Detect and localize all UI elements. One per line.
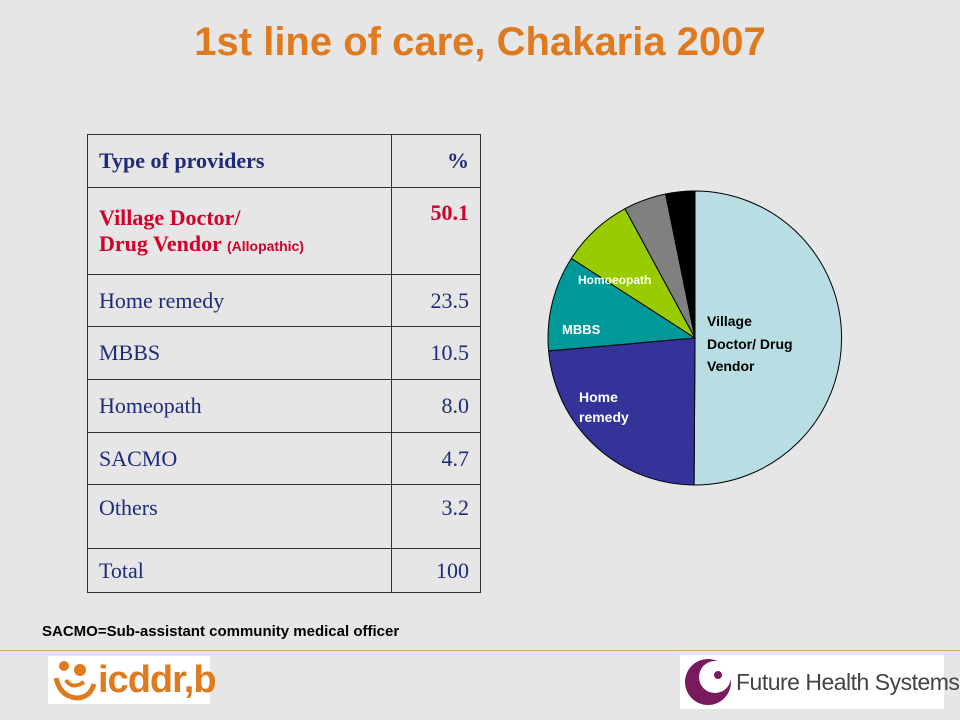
table-row: SACMO 4.7 — [87, 432, 481, 485]
cell-value: 100 — [391, 548, 481, 593]
cell-value: 50.1 — [391, 187, 481, 275]
table-row: Others 3.2 — [87, 484, 481, 549]
providers-table: Type of providers % Village Doctor/ Drug… — [87, 134, 481, 593]
header-type: Type of providers — [87, 134, 392, 188]
fhs-emblem-icon — [685, 659, 731, 705]
village-doctor-line2: Drug Vendor — [99, 231, 222, 256]
cell-label: Home remedy — [87, 274, 392, 327]
future-health-systems-logo: Future Health Systems — [680, 655, 960, 709]
icddrb-logo: icddr,b — [48, 656, 217, 704]
slide-title: 1st line of care, Chakaria 2007 — [194, 20, 766, 64]
table-row: Total 100 — [87, 548, 481, 593]
allopathic-note: (Allopathic) — [226, 238, 304, 254]
label-homoeopath: Homoeopath — [578, 273, 651, 287]
cell-value: 4.7 — [391, 432, 481, 485]
table-row: Home remedy 23.5 — [87, 274, 481, 327]
pie-slice-0 — [693, 190, 843, 486]
cell-value: 8.0 — [391, 379, 481, 433]
label-village-line2: Doctor/ Drug — [707, 336, 793, 352]
village-doctor-line1: Village Doctor/ — [99, 205, 241, 230]
footnote: SACMO=Sub-assistant community medical of… — [42, 623, 400, 640]
cell-label: Total — [87, 548, 392, 593]
icddrb-logo-text: icddr,b — [98, 659, 217, 701]
cell-label: Homeopath — [87, 379, 392, 433]
table-row: Homeopath 8.0 — [87, 379, 481, 433]
label-home-line2: remedy — [579, 409, 629, 425]
table-row: MBBS 10.5 — [87, 326, 481, 380]
cell-value: 10.5 — [391, 326, 481, 380]
label-village-line3: Vendor — [707, 358, 755, 374]
pie-slice-2 — [547, 257, 697, 352]
cell-label: Village Doctor/ Drug Vendor (Allopathic) — [87, 187, 392, 275]
label-home-line1: Home — [579, 389, 618, 405]
table-row-village-doctor: Village Doctor/ Drug Vendor (Allopathic)… — [87, 187, 481, 275]
label-village-line1: Village — [707, 313, 752, 329]
icddrb-emblem-icon — [53, 661, 97, 701]
pie-slice-5 — [665, 190, 696, 339]
divider — [0, 650, 960, 651]
pie-slice-1 — [548, 337, 696, 486]
cell-value: 3.2 — [391, 484, 481, 549]
label-mbbs: MBBS — [562, 322, 601, 337]
fhs-logo-text: Future Health Systems — [736, 669, 960, 695]
cell-label: SACMO — [87, 432, 392, 485]
cell-value: 23.5 — [391, 274, 481, 327]
cell-label: MBBS — [87, 326, 392, 380]
